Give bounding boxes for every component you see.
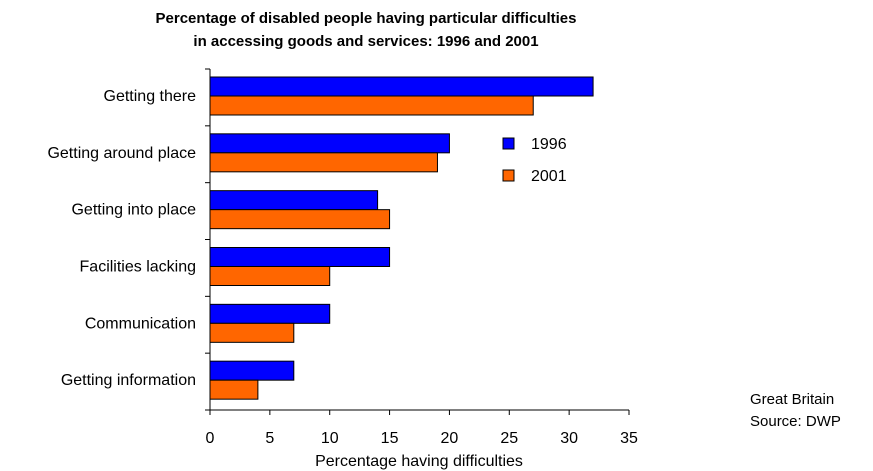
x-tick-label: 25 xyxy=(500,430,518,447)
note-source: Source: DWP xyxy=(750,413,841,430)
bar-getting-information-1996 xyxy=(209,360,295,381)
bar-getting-around-place-2001 xyxy=(209,152,438,173)
chart-title-line-2: in accessing goods and services: 1996 an… xyxy=(193,33,538,50)
bar-facilities-lacking-2001 xyxy=(209,266,331,286)
x-tick-label: 0 xyxy=(206,430,215,447)
category-label-getting-into-place: Getting into place xyxy=(71,202,196,219)
legend: 1996 2001 xyxy=(502,136,567,185)
x-tick-label: 35 xyxy=(620,430,638,447)
category-label-getting-information: Getting information xyxy=(61,372,196,389)
category-label-facilities-lacking: Facilities lacking xyxy=(80,259,196,276)
legend-swatch-1996 xyxy=(502,137,515,150)
bar-getting-into-place-1996 xyxy=(209,190,379,211)
bar-getting-there-2001 xyxy=(209,95,534,116)
bar-getting-around-place-1996 xyxy=(209,133,450,154)
x-axis-label: Percentage having difficulties xyxy=(315,453,523,470)
category-label-getting-there: Getting there xyxy=(104,88,197,105)
bars-group xyxy=(209,76,594,400)
chart-title-line-1: Percentage of disabled people having par… xyxy=(156,10,577,27)
bar-getting-into-place-2001 xyxy=(209,209,391,230)
x-tick-label: 20 xyxy=(441,430,459,447)
bar-communication-2001 xyxy=(209,322,295,343)
x-axis-ticks: 0 5 10 15 20 25 30 35 xyxy=(206,410,638,447)
category-label-communication: Communication xyxy=(85,315,196,332)
legend-label-1996: 1996 xyxy=(531,136,567,153)
category-labels: Getting there Getting around place Getting… xyxy=(47,88,196,389)
bar-getting-information-2001 xyxy=(209,379,259,400)
category-label-getting-around-place: Getting around place xyxy=(47,145,196,162)
bar-facilities-lacking-1996 xyxy=(209,247,391,267)
x-tick-label: 5 xyxy=(265,430,274,447)
bar-communication-1996 xyxy=(209,303,331,324)
x-tick-label: 15 xyxy=(381,430,399,447)
bar-getting-there-1996 xyxy=(209,76,594,97)
y-axis-ticks xyxy=(205,68,210,411)
x-tick-label: 30 xyxy=(560,430,578,447)
legend-swatch-2001 xyxy=(502,169,515,182)
x-tick-label: 10 xyxy=(321,430,339,447)
legend-label-2001: 2001 xyxy=(531,168,567,185)
note-region: Great Britain xyxy=(750,391,834,408)
